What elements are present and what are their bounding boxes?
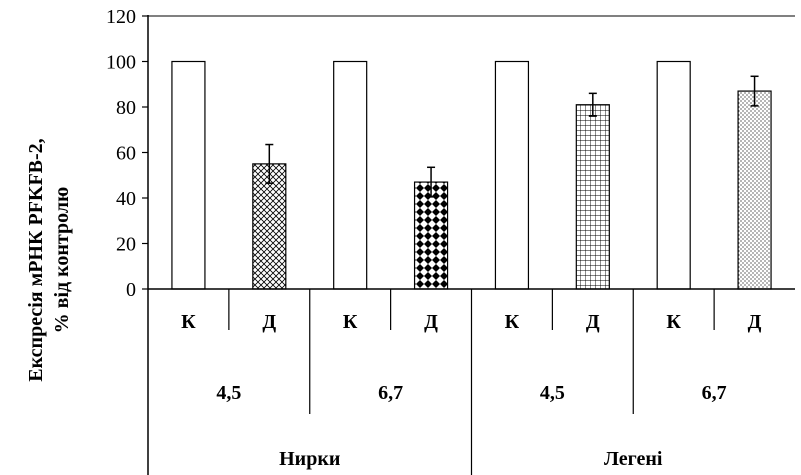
x-tick-label: К [505, 311, 520, 333]
y-tick-label: 0 [126, 279, 136, 301]
x-tick-label: Д [586, 311, 600, 333]
bar [171, 60, 206, 290]
group-label-dose: 6,7 [378, 382, 403, 404]
y-axis-title: Експресія мРНК PFKFB-2, % від контролю [25, 138, 73, 381]
bar [333, 60, 368, 290]
bar [737, 90, 772, 290]
x-tick-label: Д [748, 311, 762, 333]
y-tick-label: 40 [116, 188, 136, 210]
bar [494, 60, 530, 290]
group-label-organ: Нирки [279, 448, 340, 470]
category-table: К Д К Д К Д К Д 4,5 6,7 4,5 6,7 Нирки Легені [181, 289, 762, 475]
x-tick-label: Д [424, 311, 438, 333]
group-label-organ: Легені [604, 448, 663, 470]
y-tick-label: 20 [116, 234, 136, 256]
y-tick-label: 120 [106, 6, 136, 28]
bar [656, 60, 691, 290]
y-axis-title-line-1: Експресія мРНК PFKFB-2, [25, 138, 47, 381]
group-label-dose: 4,5 [216, 382, 241, 404]
y-tick-label: 100 [106, 52, 136, 74]
group-label-dose: 6,7 [702, 382, 727, 404]
y-axis-title-line-2: % від контролю [51, 187, 73, 334]
x-tick-label: К [666, 311, 681, 333]
group-label-dose: 4,5 [540, 382, 565, 404]
x-tick-label: Д [262, 311, 276, 333]
x-tick-label: К [343, 311, 358, 333]
bar [575, 104, 610, 290]
y-tick-label: 80 [116, 97, 136, 119]
x-tick-label: К [181, 311, 196, 333]
bars [171, 60, 772, 290]
y-tick-label: 60 [116, 143, 136, 165]
y-axis-ticks: 0 20 40 60 80 100 120 [106, 6, 148, 301]
bar [413, 181, 449, 290]
